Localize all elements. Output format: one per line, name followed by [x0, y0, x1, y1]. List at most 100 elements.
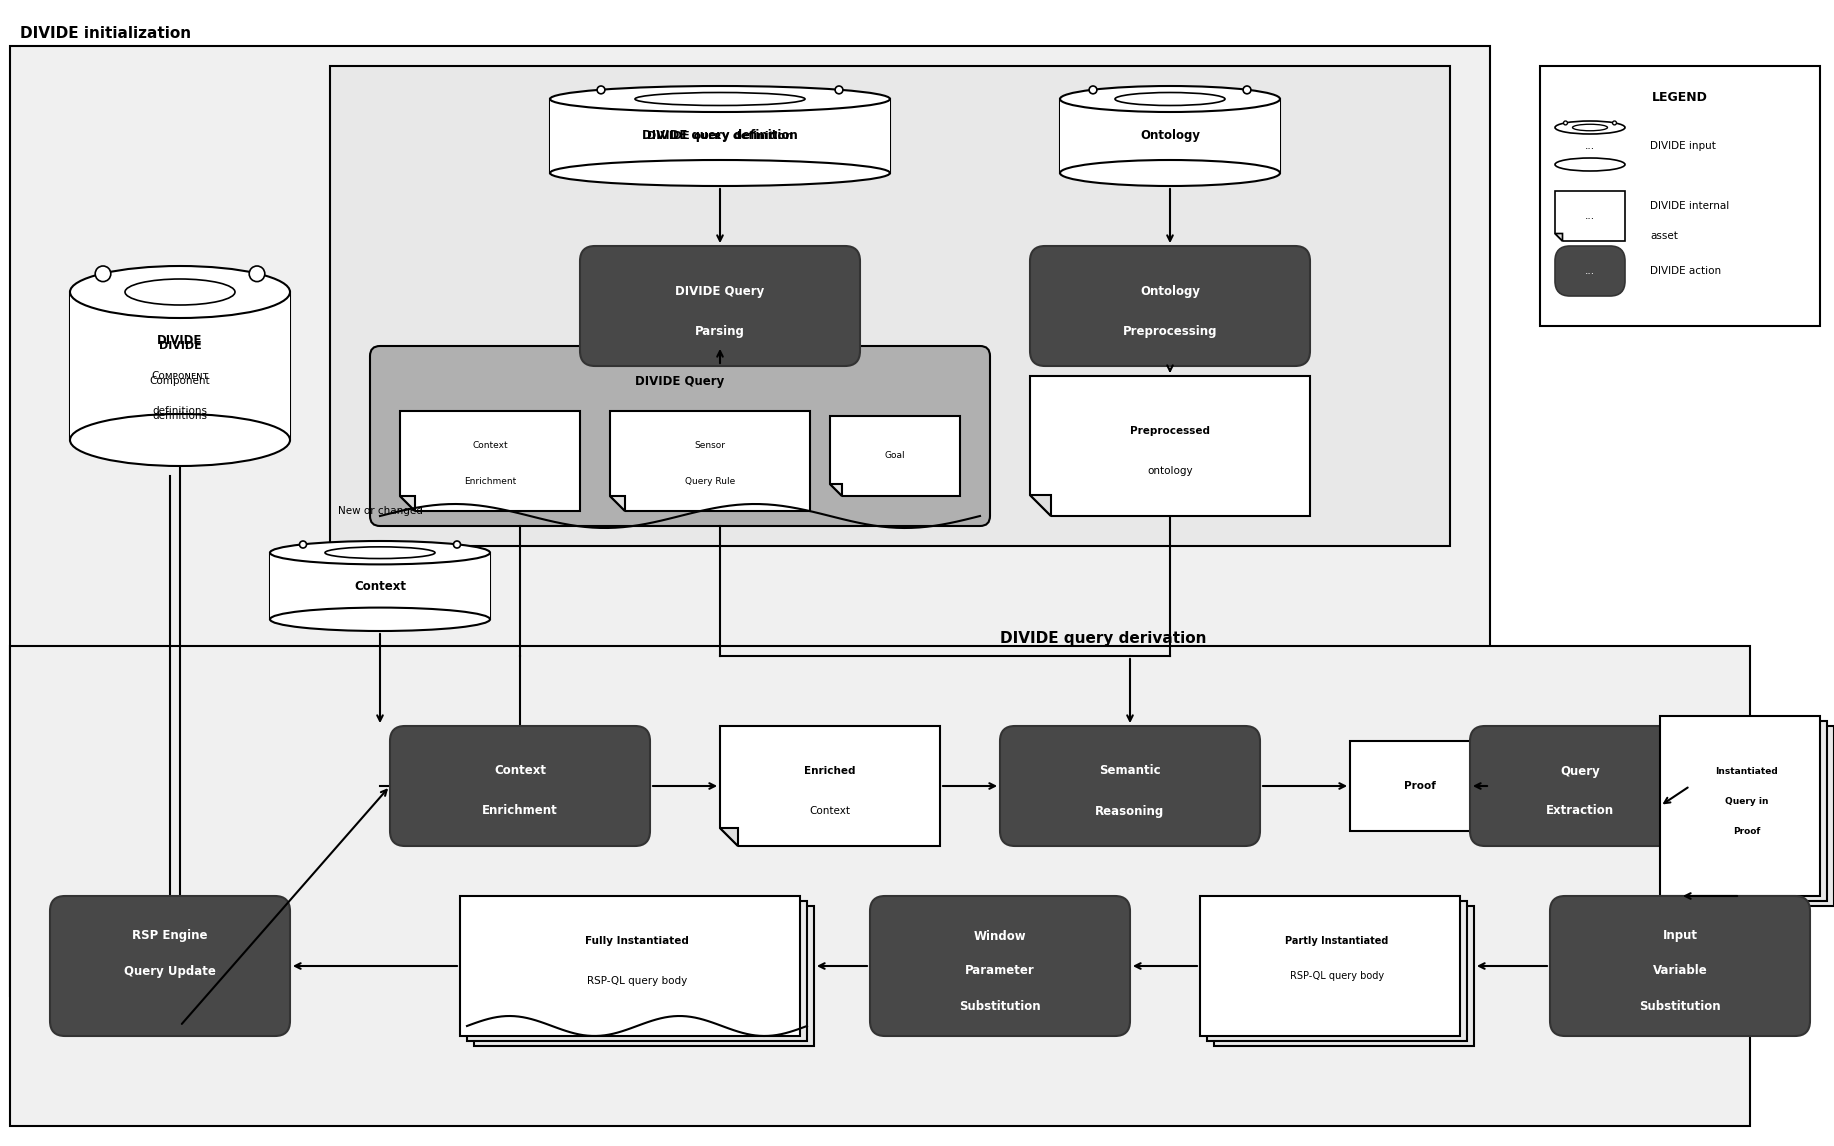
FancyBboxPatch shape: [869, 896, 1130, 1036]
Text: DIVIDE: DIVIDE: [158, 335, 204, 347]
Ellipse shape: [270, 607, 490, 631]
Polygon shape: [1031, 495, 1051, 516]
Ellipse shape: [1555, 158, 1625, 171]
Text: Parsing: Parsing: [695, 324, 745, 338]
Text: DIVIDE Query: DIVIDE Query: [675, 284, 765, 298]
Text: Enrichment: Enrichment: [464, 477, 515, 486]
Ellipse shape: [270, 541, 490, 564]
Text: Ontology: Ontology: [1141, 129, 1199, 142]
Ellipse shape: [1572, 124, 1607, 131]
Bar: [468, 901, 807, 1041]
Text: Goal: Goal: [884, 452, 906, 461]
Text: definitions: definitions: [152, 411, 207, 421]
Text: Sensor: Sensor: [695, 441, 726, 450]
Text: Query in: Query in: [1726, 796, 1768, 806]
Text: asset: asset: [1651, 231, 1678, 241]
Polygon shape: [831, 484, 842, 496]
Text: DIVIDE: DIVIDE: [158, 342, 202, 351]
Circle shape: [834, 86, 844, 94]
Bar: [1214, 906, 1475, 1046]
Text: DIVIDE query derivation: DIVIDE query derivation: [1000, 631, 1207, 646]
Ellipse shape: [1060, 160, 1280, 186]
Text: definitions: definitions: [152, 406, 207, 416]
Text: DIVIDE ᴏᴜᴇʀу definition: DIVIDE ᴏᴜᴇʀу definition: [647, 131, 792, 141]
Circle shape: [598, 86, 605, 94]
Ellipse shape: [1555, 121, 1625, 134]
Text: Query Rule: Query Rule: [684, 477, 735, 486]
Ellipse shape: [1115, 93, 1225, 105]
FancyBboxPatch shape: [580, 246, 860, 366]
Text: ...: ...: [1585, 266, 1596, 276]
FancyBboxPatch shape: [50, 896, 290, 1036]
Text: Query: Query: [1561, 764, 1599, 777]
Text: Substitution: Substitution: [959, 999, 1042, 1013]
Circle shape: [1612, 121, 1616, 125]
Text: DIVIDE input: DIVIDE input: [1651, 141, 1717, 151]
Text: Context: Context: [809, 806, 851, 816]
PathPatch shape: [721, 727, 941, 846]
Bar: [460, 896, 800, 1036]
Text: DIVIDE action: DIVIDE action: [1651, 266, 1720, 276]
FancyBboxPatch shape: [1555, 127, 1625, 165]
Text: Window: Window: [974, 929, 1027, 942]
PathPatch shape: [611, 411, 811, 511]
Circle shape: [1243, 86, 1251, 94]
Polygon shape: [400, 496, 414, 511]
Text: Substitution: Substitution: [1640, 999, 1720, 1013]
Text: Proof: Proof: [1733, 826, 1761, 835]
Bar: [1674, 727, 1834, 906]
FancyBboxPatch shape: [70, 292, 290, 440]
Circle shape: [1089, 86, 1097, 94]
FancyBboxPatch shape: [330, 66, 1451, 545]
FancyBboxPatch shape: [550, 99, 889, 173]
Text: Ontology: Ontology: [1141, 284, 1199, 298]
Ellipse shape: [325, 547, 435, 558]
Text: Reasoning: Reasoning: [1095, 804, 1165, 817]
Text: Instantiated: Instantiated: [1715, 767, 1779, 776]
Ellipse shape: [125, 278, 235, 305]
Text: ...: ...: [1585, 141, 1596, 151]
Circle shape: [1564, 121, 1568, 125]
Ellipse shape: [635, 93, 805, 105]
Text: Partly Instantiated: Partly Instantiated: [1286, 936, 1388, 945]
FancyBboxPatch shape: [9, 46, 1489, 996]
Bar: [1207, 901, 1467, 1041]
Ellipse shape: [550, 160, 889, 186]
Text: RSP-QL query body: RSP-QL query body: [587, 976, 688, 986]
Text: Variable: Variable: [1652, 965, 1707, 978]
Text: Cᴏᴍᴘᴏɴᴇɴᴛ: Cᴏᴍᴘᴏɴᴇɴᴛ: [150, 371, 209, 380]
Text: DIVIDE internal: DIVIDE internal: [1651, 201, 1729, 211]
Text: Component: Component: [150, 376, 211, 386]
Bar: [1350, 741, 1489, 831]
Text: Proof: Proof: [1405, 782, 1436, 791]
Text: Preprocessing: Preprocessing: [1122, 324, 1218, 338]
FancyBboxPatch shape: [370, 346, 990, 526]
Text: New or changed: New or changed: [337, 507, 422, 516]
Text: Context: Context: [471, 441, 508, 450]
Text: Preprocessed: Preprocessed: [1130, 426, 1210, 435]
Text: Extraction: Extraction: [1546, 804, 1614, 817]
FancyBboxPatch shape: [1555, 246, 1625, 296]
FancyBboxPatch shape: [1060, 99, 1280, 173]
Text: DIVIDE initialization: DIVIDE initialization: [20, 26, 191, 41]
Text: ...: ...: [1585, 211, 1596, 221]
Text: DIVIDE Query: DIVIDE Query: [635, 375, 724, 387]
Text: Enrichment: Enrichment: [482, 804, 558, 817]
Ellipse shape: [70, 414, 290, 466]
Text: Parameter: Parameter: [965, 965, 1034, 978]
FancyBboxPatch shape: [1031, 246, 1309, 366]
Bar: [473, 906, 814, 1046]
FancyBboxPatch shape: [391, 727, 649, 846]
PathPatch shape: [400, 411, 580, 511]
Text: Semantic: Semantic: [1099, 764, 1161, 777]
FancyBboxPatch shape: [1000, 727, 1260, 846]
PathPatch shape: [831, 416, 959, 496]
FancyBboxPatch shape: [1550, 896, 1810, 1036]
FancyBboxPatch shape: [1471, 727, 1689, 846]
Bar: [1541, 66, 1819, 325]
Polygon shape: [611, 496, 625, 511]
Text: Input: Input: [1662, 929, 1698, 942]
Text: Query Update: Query Update: [125, 965, 216, 978]
Text: DIVIDE query definition: DIVIDE query definition: [642, 129, 798, 142]
FancyBboxPatch shape: [270, 552, 490, 619]
